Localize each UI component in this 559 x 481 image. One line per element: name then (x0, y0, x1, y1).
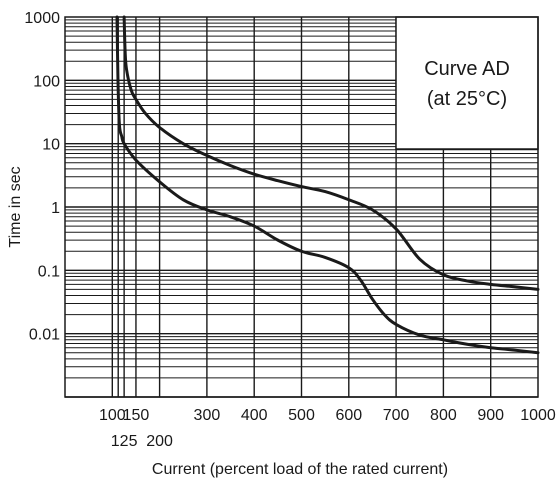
x-tick-label: 600 (335, 407, 362, 424)
x-tick-label: 125 (111, 433, 138, 450)
x-tick-label: 1000 (520, 407, 556, 424)
legend-line-2: (at 25°C) (427, 88, 507, 110)
y-tick-label: 100 (33, 73, 60, 90)
y-tick-label: 1000 (24, 10, 60, 27)
x-tick-label: 200 (146, 433, 173, 450)
curve-1 (122, 15, 540, 291)
curve-layer (115, 15, 540, 355)
plot-frame (64, 16, 539, 398)
curve-2 (115, 15, 540, 355)
x-tick-label: 300 (194, 407, 221, 424)
x-tick-label: 400 (241, 407, 268, 424)
y-tick-label: 1 (51, 200, 60, 217)
y-axis-title: Time in sec (7, 166, 24, 247)
x-tick-label: 150 (123, 407, 150, 424)
x-axis-title: Current (percent load of the rated curre… (152, 461, 448, 478)
y-tick-label: 10 (42, 137, 60, 154)
x-tick-label: 900 (477, 407, 504, 424)
legend-line-1: Curve AD (424, 58, 510, 80)
x-tick-label: 700 (383, 407, 410, 424)
legend-box (395, 16, 539, 150)
x-tick-label: 800 (430, 407, 457, 424)
y-tick-label: 0.1 (38, 263, 60, 280)
y-tick-label: 0.01 (29, 327, 60, 344)
x-tick-label: 500 (288, 407, 315, 424)
x-tick-label: 100 (99, 407, 126, 424)
